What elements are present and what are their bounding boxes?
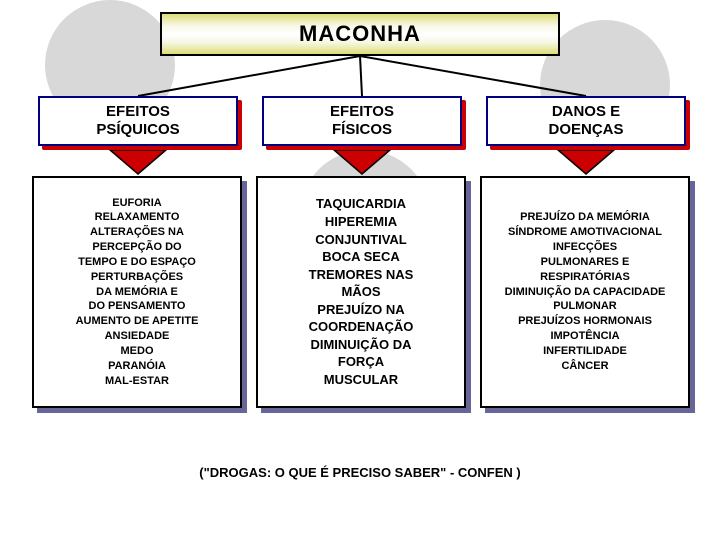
category-label: EFEITOS PSÍQUICOS bbox=[96, 103, 179, 139]
down-arrow-icon bbox=[556, 148, 616, 176]
category-front: EFEITOS FÍSICOS bbox=[262, 96, 462, 146]
category-box: EFEITOS PSÍQUICOS bbox=[38, 96, 238, 146]
category-label: EFEITOS FÍSICOS bbox=[330, 103, 394, 139]
content-front: PREJUÍZO DA MEMÓRIA SÍNDROME AMOTIVACION… bbox=[480, 176, 690, 408]
title-text: MACONHA bbox=[299, 21, 421, 47]
category-box: EFEITOS FÍSICOS bbox=[262, 96, 462, 146]
content-text: PREJUÍZO DA MEMÓRIA SÍNDROME AMOTIVACION… bbox=[505, 210, 666, 373]
category-front: EFEITOS PSÍQUICOS bbox=[38, 96, 238, 146]
down-arrow-icon bbox=[108, 148, 168, 176]
down-arrow-icon bbox=[332, 148, 392, 176]
content-box: TAQUICARDIA HIPEREMIA CONJUNTIVAL BOCA S… bbox=[256, 176, 466, 408]
category-box: DANOS E DOENÇAS bbox=[486, 96, 686, 146]
content-front: TAQUICARDIA HIPEREMIA CONJUNTIVAL BOCA S… bbox=[256, 176, 466, 408]
content-box: EUFORIA RELAXAMENTO ALTERAÇÕES NA PERCEP… bbox=[32, 176, 242, 408]
content-text: TAQUICARDIA HIPEREMIA CONJUNTIVAL BOCA S… bbox=[309, 195, 414, 388]
content-front: EUFORIA RELAXAMENTO ALTERAÇÕES NA PERCEP… bbox=[32, 176, 242, 408]
footnote: ("DROGAS: O QUE É PRECISO SABER" - CONFE… bbox=[0, 465, 720, 480]
category-front: DANOS E DOENÇAS bbox=[486, 96, 686, 146]
category-label: DANOS E DOENÇAS bbox=[548, 103, 623, 139]
content-text: EUFORIA RELAXAMENTO ALTERAÇÕES NA PERCEP… bbox=[76, 196, 199, 389]
title-box: MACONHA bbox=[160, 12, 560, 56]
content-box: PREJUÍZO DA MEMÓRIA SÍNDROME AMOTIVACION… bbox=[480, 176, 690, 408]
